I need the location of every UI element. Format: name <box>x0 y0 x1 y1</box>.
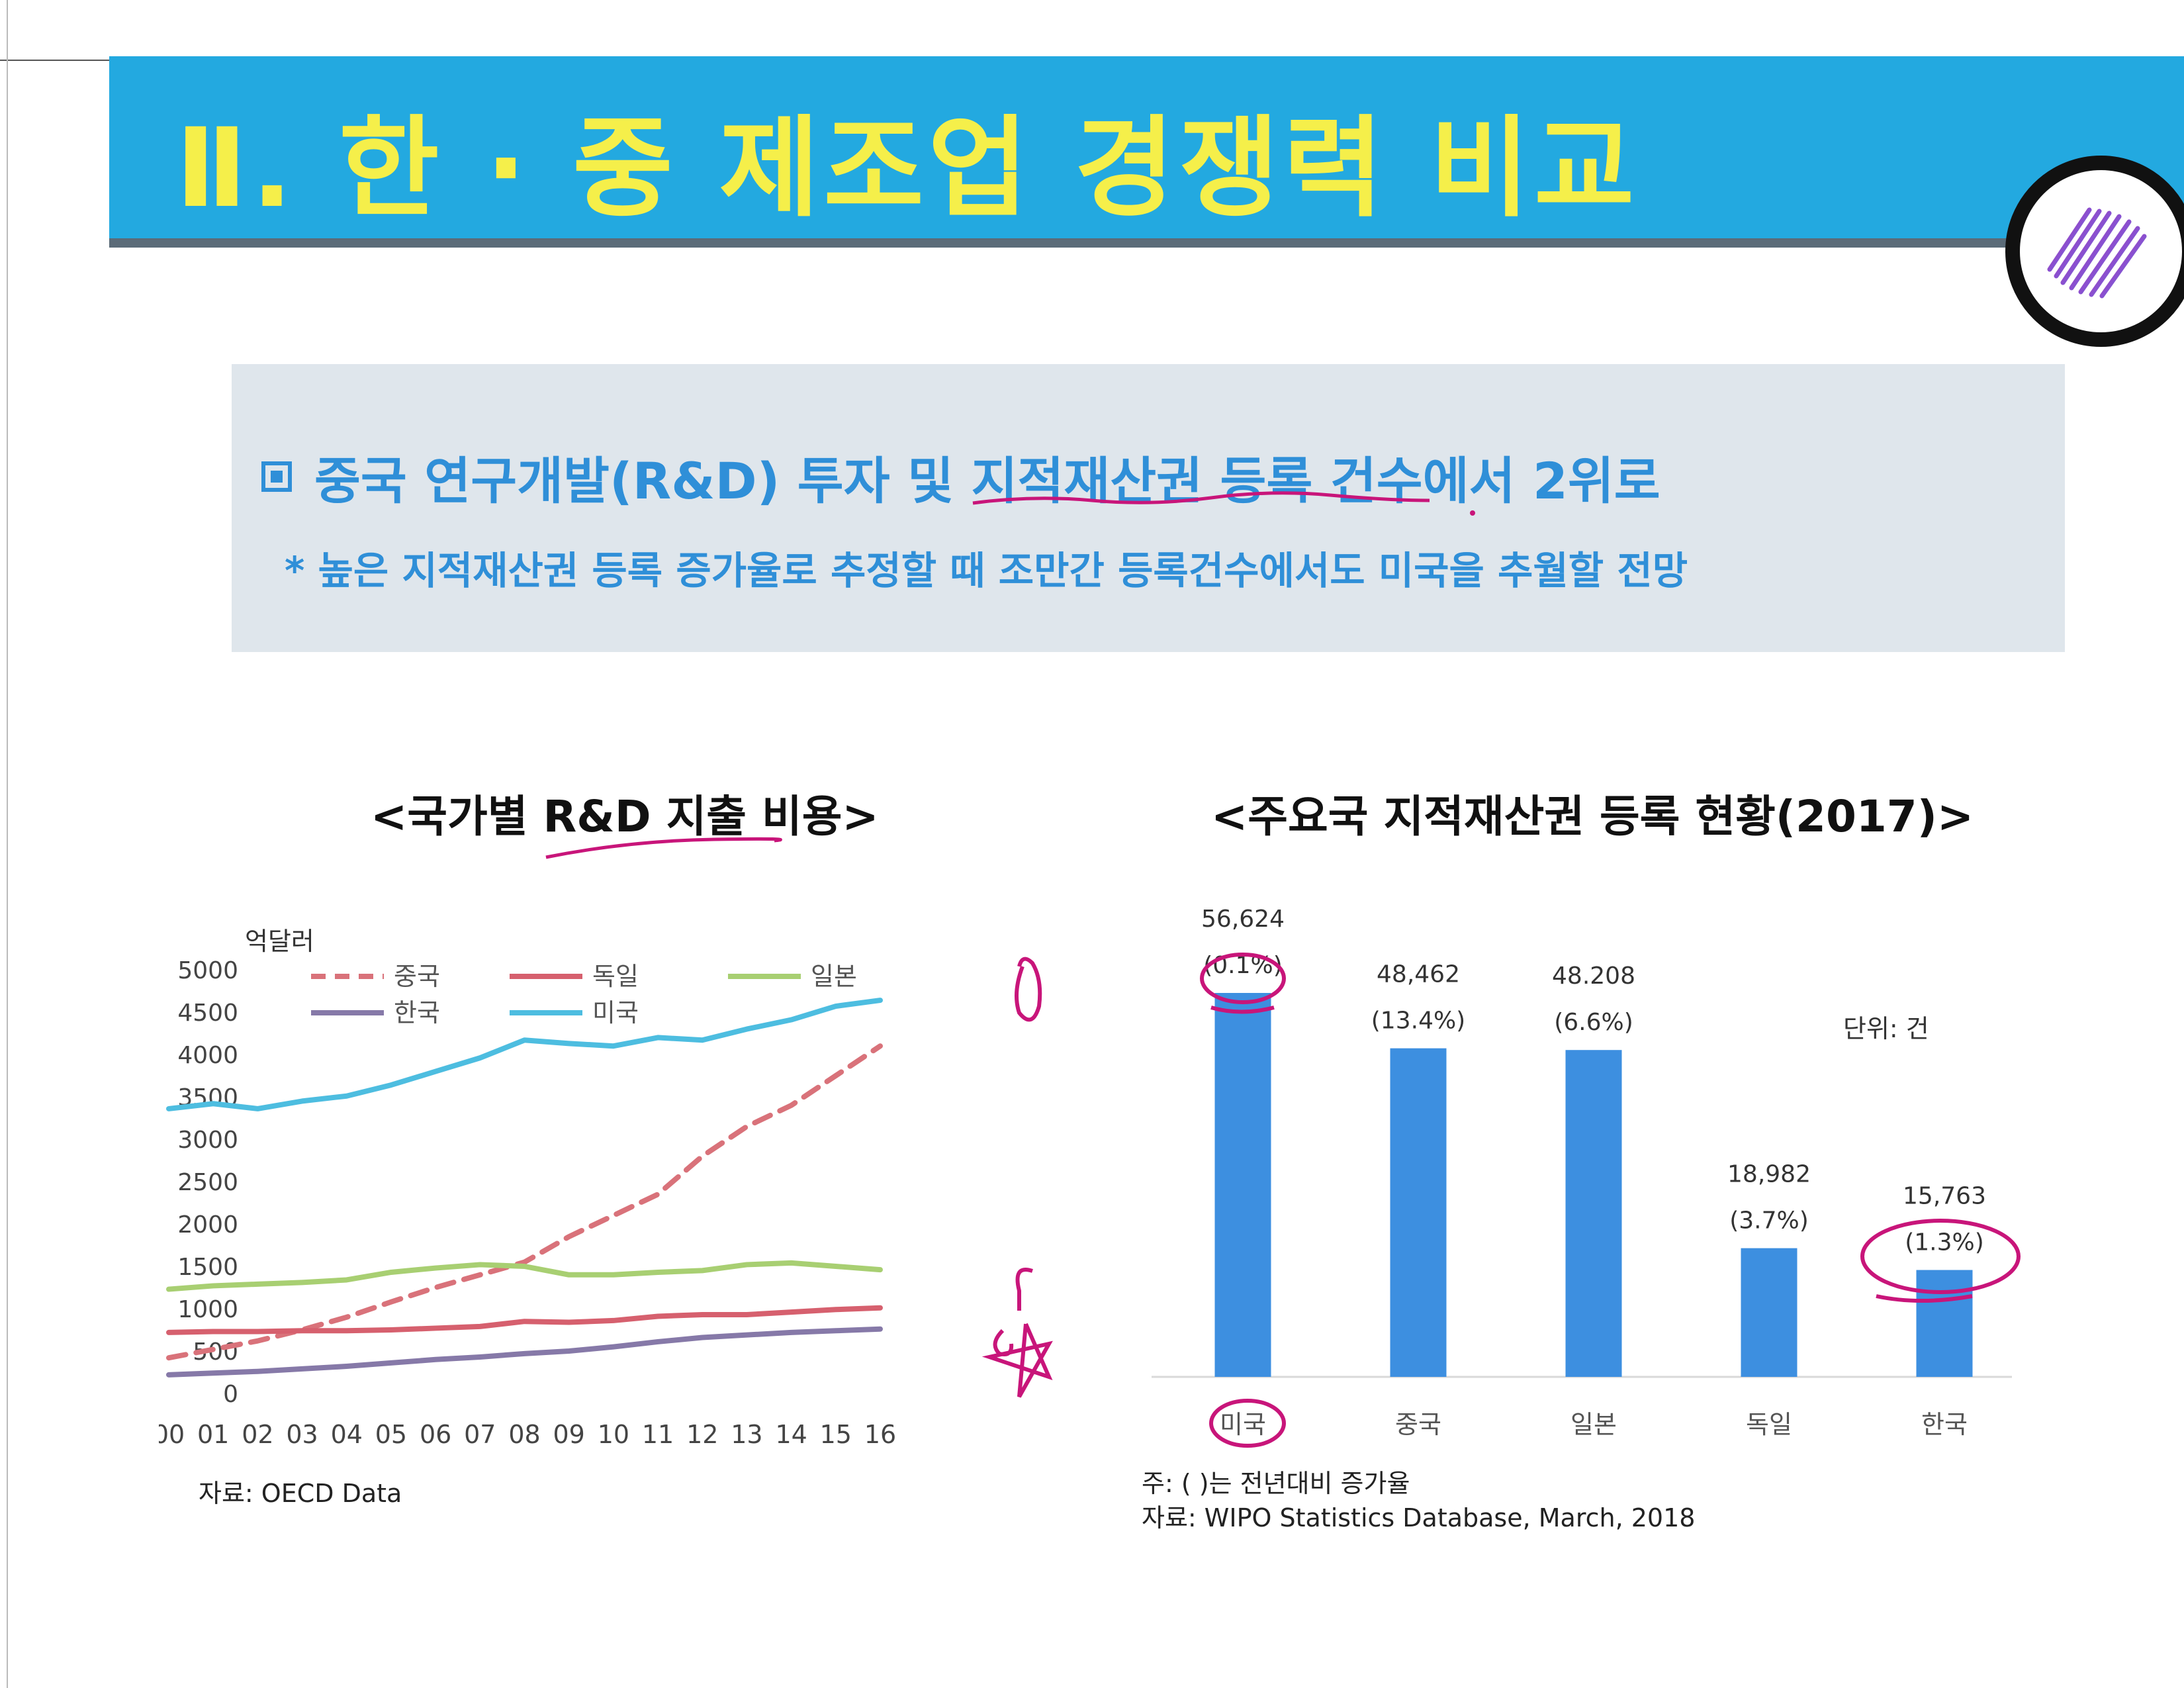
page-title: Ⅱ. 한 · 중 제조업 경쟁력 비교 <box>175 105 1639 232</box>
category-label: 중국 <box>1395 1410 1441 1439</box>
line-chart: 억달러 500045004000350030002500200015001000… <box>159 927 1053 1449</box>
category-label: 일본 <box>1570 1410 1617 1439</box>
x-tick-label: 15 <box>820 1420 852 1449</box>
x-tick-label: 05 <box>375 1420 407 1449</box>
y-tick-label: 1000 <box>177 1296 238 1323</box>
square-bullet-icon <box>261 461 292 492</box>
bar-chart: 단위: 건 (0.1%)56,624미국(13.4%)48,462중국(6.6%… <box>1152 906 2021 1448</box>
x-tick-label: 09 <box>553 1420 585 1449</box>
x-tick-label: 00 <box>159 1420 185 1449</box>
series-line-1 <box>166 1305 883 1335</box>
value-label: 18,982 <box>1727 1161 1811 1188</box>
growth-label: (1.3%) <box>1905 1229 1984 1256</box>
y-tick-label: 1500 <box>177 1254 238 1281</box>
y-tick-label: 2500 <box>177 1169 238 1196</box>
bar <box>1916 1270 1973 1377</box>
bar <box>1214 993 1271 1377</box>
handwritten-marks <box>981 957 1053 1398</box>
legend-label: 중국 <box>394 962 440 991</box>
bar <box>1390 1048 1447 1377</box>
title-banner-shadow <box>109 238 2184 248</box>
x-tick-label: 04 <box>331 1420 363 1449</box>
value-label: 48.208 <box>1552 962 1635 990</box>
x-tick-label: 10 <box>598 1420 629 1449</box>
x-tick-label: 01 <box>197 1420 229 1449</box>
bar <box>1741 1248 1797 1377</box>
value-label: 56,624 <box>1201 906 1285 933</box>
category-label: 미국 <box>1220 1410 1266 1439</box>
value-label: 15,763 <box>1903 1183 1986 1210</box>
category-label: 한국 <box>1921 1410 1968 1439</box>
series-line-2 <box>166 1260 883 1292</box>
legend-label: 독일 <box>592 962 639 991</box>
y-tick-label: 3000 <box>177 1127 238 1154</box>
y-axis-unit-label: 억달러 <box>245 927 314 956</box>
x-tick-label: 12 <box>686 1420 718 1449</box>
series-line-3 <box>166 1326 883 1378</box>
value-label: 48,462 <box>1377 961 1460 988</box>
y-tick-label: 4000 <box>177 1042 238 1069</box>
legend-label: 미국 <box>592 998 639 1027</box>
category-label: 독일 <box>1746 1410 1792 1439</box>
bar <box>1565 1050 1622 1377</box>
summary-panel <box>232 364 2065 652</box>
line-chart-title: <국가별 R&D 지출 비용> <box>371 791 879 842</box>
x-tick-label: 11 <box>642 1420 674 1449</box>
crop-mark <box>0 60 113 61</box>
summary-note: * 높은 지적재산권 등록 증가율로 추정할 때 조만간 등록건수에서도 미국을… <box>285 548 1688 593</box>
y-tick-label: 0 <box>223 1381 238 1408</box>
y-tick-label: 2000 <box>177 1211 238 1239</box>
page-edge <box>7 0 8 1688</box>
x-tick-label: 02 <box>242 1420 273 1449</box>
bar-chart-title: <주요국 지적재산권 등록 현황(2017)> <box>1211 791 1974 842</box>
legend-label: 일본 <box>811 962 857 991</box>
series-line-4 <box>166 998 883 1111</box>
y-tick-label: 5000 <box>177 957 238 984</box>
growth-label: (13.4%) <box>1371 1008 1465 1035</box>
x-tick-label: 07 <box>464 1420 496 1449</box>
x-tick-label: 06 <box>420 1420 451 1449</box>
x-tick-label: 03 <box>286 1420 318 1449</box>
x-tick-label: 14 <box>775 1420 807 1449</box>
x-tick-label: 13 <box>731 1420 762 1449</box>
line-chart-source: 자료: OECD Data <box>199 1479 402 1508</box>
bar-chart-unit: 단위: 건 <box>1843 1014 1929 1043</box>
bar-chart-source: 자료: WIPO Statistics Database, March, 201… <box>1142 1503 1696 1532</box>
legend-label: 한국 <box>394 998 440 1027</box>
title-banner <box>109 56 2184 238</box>
x-tick-label: 16 <box>864 1420 896 1449</box>
x-tick-label: 08 <box>508 1420 540 1449</box>
bar-chart-note: 주: ( )는 전년대비 증가율 <box>1142 1469 1410 1498</box>
growth-label: (6.6%) <box>1554 1009 1633 1036</box>
growth-label: (3.7%) <box>1729 1207 1809 1235</box>
handwritten-circles <box>1200 953 2021 1448</box>
y-tick-label: 4500 <box>177 1000 238 1027</box>
logo-stripes-icon <box>2047 207 2147 299</box>
